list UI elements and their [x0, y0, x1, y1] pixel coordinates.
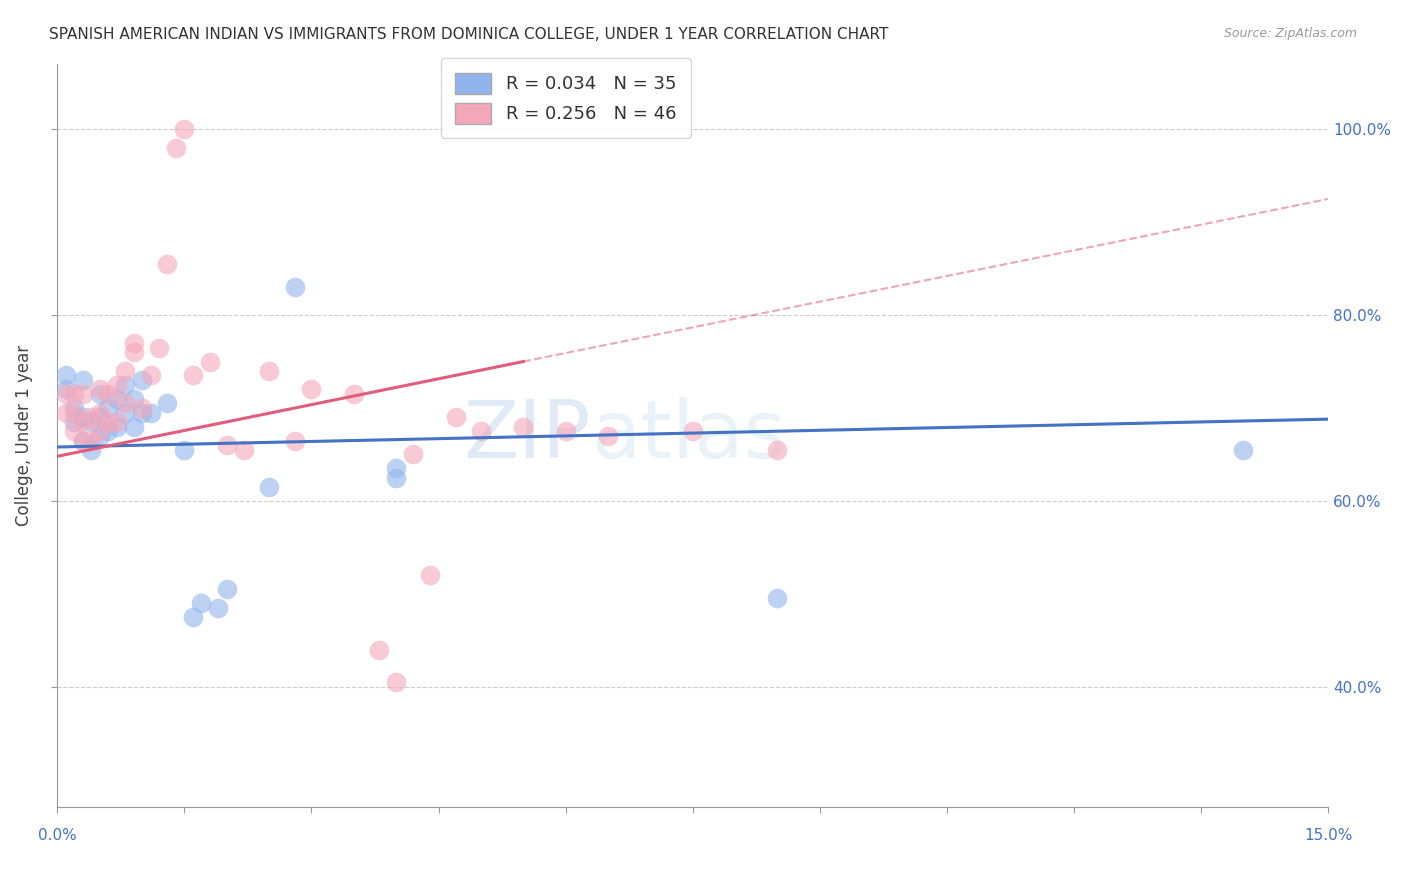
Point — [283, 280, 305, 294]
Legend: R = 0.034   N = 35, R = 0.256   N = 46: R = 0.034 N = 35, R = 0.256 N = 46 — [440, 59, 690, 138]
Point — [596, 429, 619, 443]
Point — [257, 364, 280, 378]
Point — [55, 406, 77, 420]
Point — [122, 419, 145, 434]
Point — [139, 406, 162, 420]
Point — [283, 434, 305, 448]
Point — [72, 434, 94, 448]
Point — [105, 415, 128, 429]
Point — [72, 434, 94, 448]
Point — [114, 364, 136, 378]
Point — [114, 377, 136, 392]
Point — [105, 392, 128, 406]
Point — [114, 396, 136, 410]
Point — [165, 141, 187, 155]
Point — [368, 642, 391, 657]
Point — [512, 419, 534, 434]
Point — [198, 354, 221, 368]
Text: atlas: atlas — [591, 397, 786, 475]
Point — [215, 582, 238, 596]
Point — [232, 442, 254, 457]
Point — [63, 387, 86, 401]
Point — [63, 415, 86, 429]
Point — [207, 600, 229, 615]
Point — [131, 373, 153, 387]
Point — [97, 401, 120, 415]
Point — [766, 442, 789, 457]
Point — [385, 461, 408, 475]
Point — [181, 610, 204, 624]
Point — [385, 675, 408, 690]
Point — [72, 387, 94, 401]
Point — [173, 122, 195, 136]
Point — [55, 387, 77, 401]
Point — [72, 410, 94, 425]
Point — [89, 406, 111, 420]
Point — [1232, 442, 1254, 457]
Text: ZIP: ZIP — [464, 397, 591, 475]
Point — [122, 345, 145, 359]
Point — [63, 401, 86, 415]
Point — [470, 424, 492, 438]
Point — [215, 438, 238, 452]
Point — [80, 434, 103, 448]
Text: SPANISH AMERICAN INDIAN VS IMMIGRANTS FROM DOMINICA COLLEGE, UNDER 1 YEAR CORREL: SPANISH AMERICAN INDIAN VS IMMIGRANTS FR… — [49, 27, 889, 42]
Point — [385, 471, 408, 485]
Point — [55, 383, 77, 397]
Point — [97, 387, 120, 401]
Point — [80, 415, 103, 429]
Point — [181, 368, 204, 383]
Point — [63, 424, 86, 438]
Point — [105, 419, 128, 434]
Point — [97, 415, 120, 429]
Point — [131, 406, 153, 420]
Point — [156, 257, 179, 271]
Point — [114, 406, 136, 420]
Point — [89, 383, 111, 397]
Point — [122, 336, 145, 351]
Text: 0.0%: 0.0% — [38, 828, 77, 843]
Point — [80, 410, 103, 425]
Point — [139, 368, 162, 383]
Point — [89, 387, 111, 401]
Text: Source: ZipAtlas.com: Source: ZipAtlas.com — [1223, 27, 1357, 40]
Point — [402, 447, 425, 461]
Point — [89, 424, 111, 438]
Point — [131, 401, 153, 415]
Point — [89, 429, 111, 443]
Point — [173, 442, 195, 457]
Point — [682, 424, 704, 438]
Point — [766, 591, 789, 606]
Point — [444, 410, 467, 425]
Point — [122, 392, 145, 406]
Point — [419, 568, 441, 582]
Point — [257, 480, 280, 494]
Point — [72, 415, 94, 429]
Text: 15.0%: 15.0% — [1303, 828, 1353, 843]
Point — [105, 377, 128, 392]
Point — [301, 383, 323, 397]
Point — [72, 373, 94, 387]
Point — [63, 406, 86, 420]
Point — [97, 424, 120, 438]
Point — [190, 596, 212, 610]
Point — [156, 396, 179, 410]
Point — [89, 410, 111, 425]
Point — [554, 424, 576, 438]
Point — [343, 387, 366, 401]
Point — [80, 442, 103, 457]
Point — [55, 368, 77, 383]
Y-axis label: College, Under 1 year: College, Under 1 year — [15, 345, 32, 526]
Point — [148, 341, 170, 355]
